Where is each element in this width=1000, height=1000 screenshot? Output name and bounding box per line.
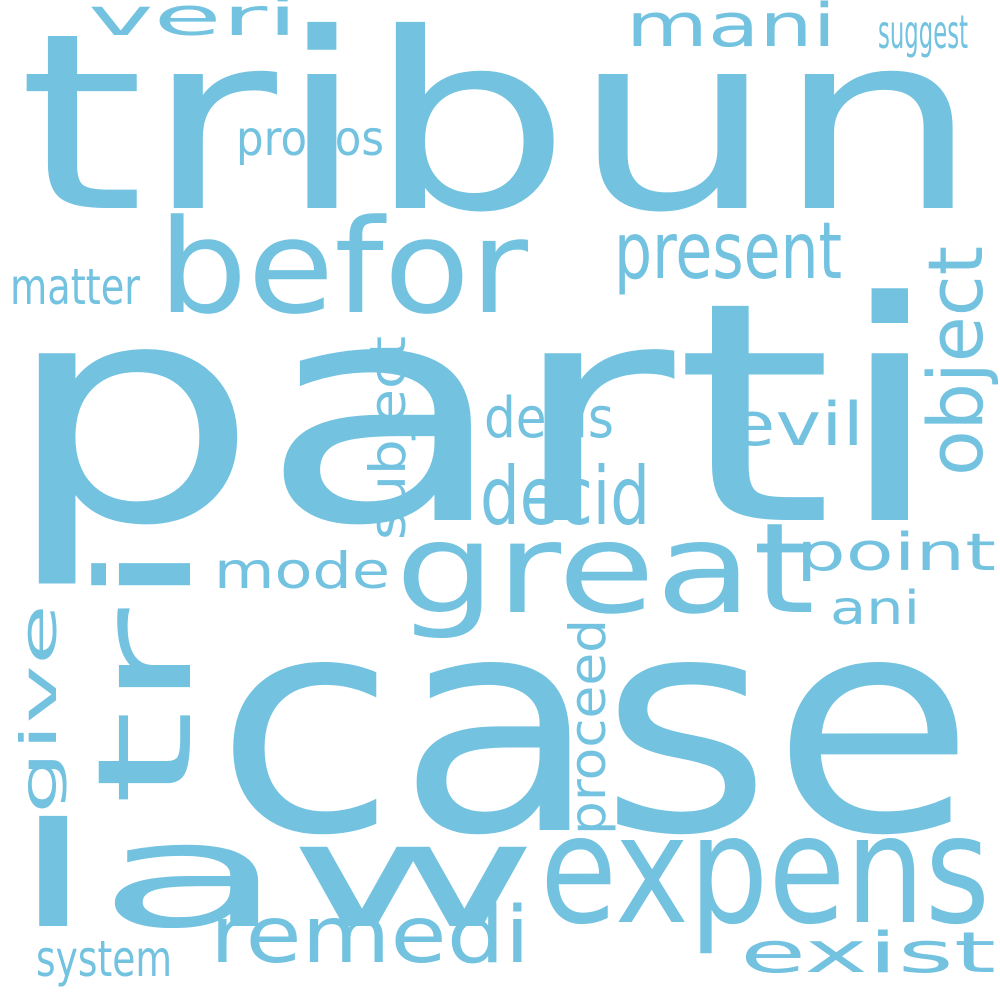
word-decis: object — [911, 246, 1000, 476]
word-veri: evil — [728, 390, 864, 460]
word-expens: law — [10, 792, 540, 961]
word-mani: decis — [484, 386, 614, 451]
word-ani: suggest — [878, 5, 968, 59]
word-remedi: great — [395, 497, 815, 642]
word-suggest: veri — [88, 0, 298, 48]
word-case: case — [215, 552, 975, 901]
word-law: tri — [69, 540, 221, 806]
word-point: propos — [236, 111, 384, 167]
word-tri: ani — [830, 581, 920, 635]
word-proceed: exist — [740, 921, 996, 986]
word-subject: proceed — [559, 619, 617, 835]
word-mode: matter — [10, 258, 140, 316]
word-object: give — [10, 604, 68, 814]
word-great: expens — [540, 784, 990, 958]
word-tribun: tribun — [18, 0, 980, 266]
word-give: system — [36, 930, 172, 988]
word-exist: mode — [214, 542, 390, 600]
word-decid: present — [614, 207, 842, 297]
word-befor: befor — [158, 191, 529, 343]
word-evil: decid — [480, 450, 650, 543]
word-matter: mani — [626, 0, 836, 61]
word-parti: parti — [2, 237, 946, 592]
word-system: point — [796, 523, 996, 583]
word-present: remedi — [210, 891, 530, 981]
word-propos: subject — [359, 336, 417, 540]
